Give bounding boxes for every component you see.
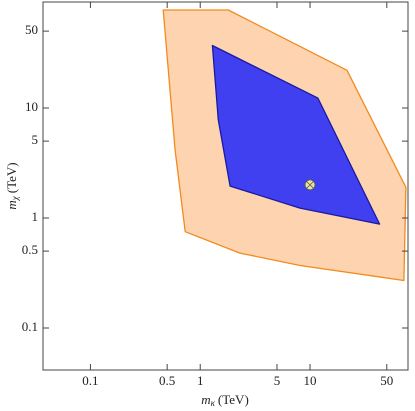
y-label-subscript: χ [10, 195, 20, 201]
point-marker [304, 179, 316, 191]
y-label-unit: (TeV) [4, 162, 19, 193]
y-label-symbol: m [4, 200, 19, 209]
x-tick-label: 50 [380, 373, 393, 388]
point-cross [306, 181, 314, 189]
x-label-unit: (TeV) [218, 392, 249, 407]
x-tick-label: 10 [304, 373, 317, 388]
x-axis-label: mκ (TeV) [201, 392, 249, 408]
x-tick-label: 0.5 [159, 373, 175, 388]
y-tick-label: 0.1 [22, 319, 38, 334]
region [211, 44, 381, 225]
y-tick-label: 50 [25, 22, 38, 37]
plot-frame [42, 1, 409, 371]
y-tick-label: 10 [25, 99, 38, 114]
y-axis-label: mχ (TeV) [4, 162, 20, 209]
y-tick-label: 5 [32, 132, 39, 147]
x-tick-label: 5 [274, 373, 281, 388]
x-tick-label: 1 [197, 373, 204, 388]
y-tick-label: 0.5 [22, 242, 38, 257]
x-tick-label: 0.1 [82, 373, 98, 388]
x-label-symbol: m [201, 392, 210, 407]
y-tick-label: 1 [32, 209, 39, 224]
x-label-subscript: κ [211, 398, 216, 408]
